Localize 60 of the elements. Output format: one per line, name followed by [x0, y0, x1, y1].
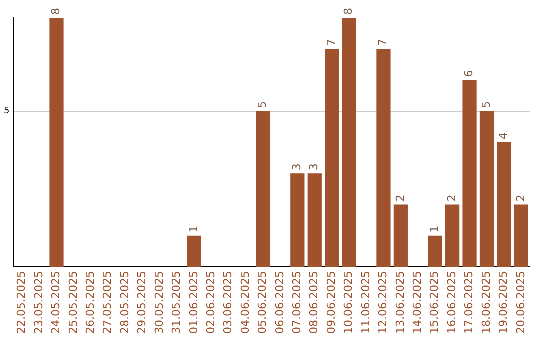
bar: [50, 18, 64, 268]
data-label: 2: [514, 194, 528, 202]
data-label: 3: [308, 164, 321, 171]
bar: [256, 111, 270, 268]
bar: [497, 142, 512, 268]
x-tick-label: 03.06.2025: [222, 271, 235, 334]
bar: [462, 80, 477, 268]
bar: [480, 111, 494, 268]
x-tick-label: 10.06.2025: [342, 271, 356, 334]
data-label: 2: [394, 194, 407, 202]
bar: [394, 204, 408, 268]
x-tick-label: 05.06.2025: [256, 271, 270, 334]
bar: [187, 236, 202, 268]
x-tick-label: 16.06.2025: [445, 271, 458, 334]
bar: [290, 174, 305, 268]
x-tick-label: 31.05.2025: [170, 271, 184, 334]
data-label: 1: [428, 226, 442, 233]
x-tick-label: 19.06.2025: [497, 271, 510, 334]
x-tick-label: 04.06.2025: [238, 271, 252, 334]
bar: [446, 204, 460, 268]
bar: [376, 49, 391, 268]
x-tick-label: 28.05.2025: [118, 271, 132, 334]
x-tick-label: 11.06.2025: [359, 271, 372, 334]
data-label: 7: [376, 39, 390, 46]
x-tick-label: 13.06.2025: [394, 271, 407, 334]
data-label: 4: [497, 132, 510, 140]
x-tick-label: 14.06.2025: [411, 271, 424, 334]
x-tick-label: 24.05.2025: [50, 271, 63, 334]
x-tick-label: 12.06.2025: [376, 271, 390, 334]
x-tick-label: 18.06.2025: [480, 271, 493, 334]
x-tick-label: 01.06.2025: [187, 271, 200, 334]
data-label: 2: [445, 194, 458, 202]
x-tick-label: 22.05.2025: [15, 271, 28, 334]
bar: [428, 236, 442, 268]
x-tick-label: 27.05.2025: [101, 271, 114, 334]
x-tick-label: 02.06.2025: [204, 271, 218, 334]
bar: [308, 174, 322, 268]
data-label: 3: [290, 164, 304, 171]
data-label: 7: [324, 39, 338, 46]
x-tick-label: 06.06.2025: [273, 271, 286, 334]
x-tick-label: 07.06.2025: [290, 271, 304, 334]
x-tick-label: 09.06.2025: [324, 271, 338, 334]
data-label: 8: [342, 8, 356, 15]
x-tick-label: 26.05.2025: [84, 271, 98, 334]
data-label: 6: [462, 70, 476, 78]
x-tick-label: 15.06.2025: [428, 271, 442, 334]
data-label: 8: [50, 8, 63, 15]
x-tick-label: 29.05.2025: [136, 271, 149, 334]
data-label: 5: [256, 101, 270, 108]
x-tick-label: 30.05.2025: [152, 271, 166, 334]
data-label: 5: [480, 101, 493, 108]
data-label: 1: [187, 226, 200, 233]
x-tick-label: 20.06.2025: [514, 271, 528, 334]
x-tick-label: 08.06.2025: [308, 271, 321, 334]
x-tick-label: 17.06.2025: [462, 271, 476, 334]
bar: [325, 49, 340, 268]
bar: [342, 18, 356, 268]
x-tick-label: 25.05.2025: [66, 271, 80, 334]
bar: [514, 204, 528, 268]
x-tick-label: 23.05.2025: [32, 271, 46, 334]
